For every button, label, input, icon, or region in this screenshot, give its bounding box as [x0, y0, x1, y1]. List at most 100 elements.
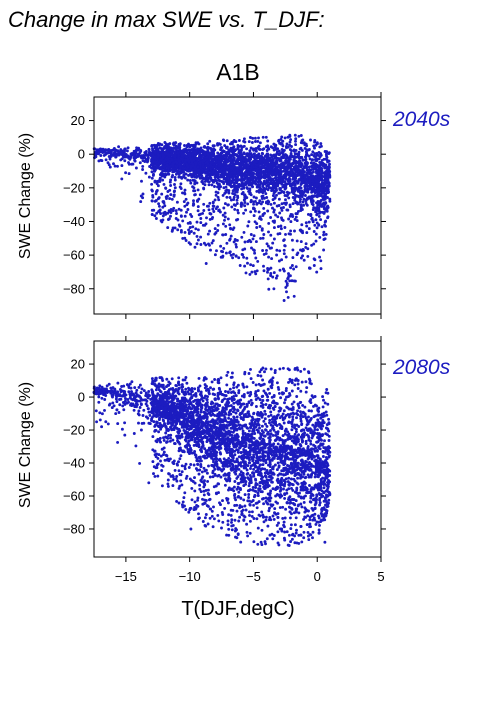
data-point — [185, 163, 189, 167]
data-point — [315, 182, 319, 186]
data-point — [186, 157, 190, 161]
data-point — [261, 148, 265, 151]
data-point — [314, 232, 318, 236]
data-point — [226, 217, 230, 221]
data-point — [289, 220, 293, 224]
data-point — [250, 246, 253, 250]
data-point — [295, 253, 299, 257]
data-point — [299, 389, 303, 393]
data-point — [278, 268, 282, 272]
data-point — [314, 169, 318, 173]
data-point — [314, 175, 318, 179]
data-point — [279, 224, 283, 228]
data-point — [177, 158, 181, 162]
data-point — [134, 444, 138, 448]
data-point — [173, 141, 177, 145]
data-point — [234, 140, 238, 144]
data-point — [322, 198, 326, 201]
data-point — [324, 208, 328, 212]
data-point — [207, 180, 211, 184]
data-point — [220, 249, 223, 253]
data-point — [205, 216, 208, 220]
data-point — [142, 155, 145, 159]
data-point — [288, 274, 292, 278]
data-point — [113, 164, 117, 168]
data-point — [245, 158, 249, 162]
data-point — [306, 530, 310, 534]
data-point — [235, 153, 239, 157]
data-point — [152, 143, 156, 147]
data-point — [288, 279, 292, 283]
data-point — [319, 173, 323, 177]
data-point — [319, 187, 323, 191]
data-point — [207, 183, 211, 187]
data-point — [127, 172, 131, 176]
data-point — [114, 155, 118, 159]
data-point — [179, 170, 183, 174]
data-point — [157, 166, 161, 170]
data-point — [130, 162, 134, 166]
data-point — [283, 244, 287, 248]
data-point — [232, 159, 236, 162]
data-point — [296, 387, 300, 390]
data-point — [301, 254, 305, 258]
data-point — [190, 175, 194, 179]
data-point — [247, 179, 251, 183]
data-point — [193, 245, 197, 249]
data-point — [255, 226, 259, 229]
data-point — [191, 225, 195, 229]
data-point — [267, 221, 271, 225]
data-point — [288, 148, 292, 152]
data-point — [247, 140, 251, 144]
data-point — [230, 141, 234, 144]
data-point — [181, 500, 185, 504]
data-point — [97, 400, 101, 404]
data-point — [185, 145, 189, 149]
data-point — [282, 239, 286, 242]
data-point — [322, 164, 326, 168]
data-point — [174, 172, 178, 176]
data-point — [296, 202, 300, 205]
data-point — [178, 145, 182, 149]
data-point — [300, 139, 304, 143]
data-point — [302, 190, 306, 194]
data-point — [169, 193, 173, 197]
data-point — [222, 173, 226, 177]
data-point — [279, 191, 282, 195]
data-point — [213, 232, 217, 236]
data-point — [309, 161, 313, 165]
data-point — [295, 239, 299, 243]
data-point — [293, 229, 296, 233]
data-point — [245, 153, 249, 157]
data-point — [231, 177, 235, 181]
data-point — [224, 165, 228, 169]
data-point — [195, 181, 199, 185]
data-point — [195, 174, 199, 178]
data-point — [195, 242, 199, 246]
data-point — [307, 220, 311, 224]
data-point — [120, 177, 124, 181]
data-point — [261, 175, 265, 179]
data-point — [104, 158, 108, 162]
data-point — [326, 179, 330, 183]
data-point — [278, 159, 282, 163]
data-point — [161, 178, 165, 182]
data-point — [317, 223, 321, 227]
data-point — [257, 513, 261, 517]
data-point — [241, 253, 245, 257]
data-point — [305, 166, 309, 170]
data-point — [165, 194, 169, 198]
data-point — [314, 218, 318, 222]
data-point — [144, 149, 148, 153]
data-point — [235, 202, 239, 205]
data-point — [127, 156, 131, 160]
data-point — [233, 181, 236, 185]
data-point — [100, 159, 104, 163]
data-point — [227, 189, 231, 193]
data-point — [302, 203, 306, 207]
data-point — [249, 263, 253, 267]
data-point — [223, 218, 226, 222]
data-point — [268, 391, 272, 395]
data-point — [307, 227, 311, 231]
data-point — [318, 235, 322, 239]
